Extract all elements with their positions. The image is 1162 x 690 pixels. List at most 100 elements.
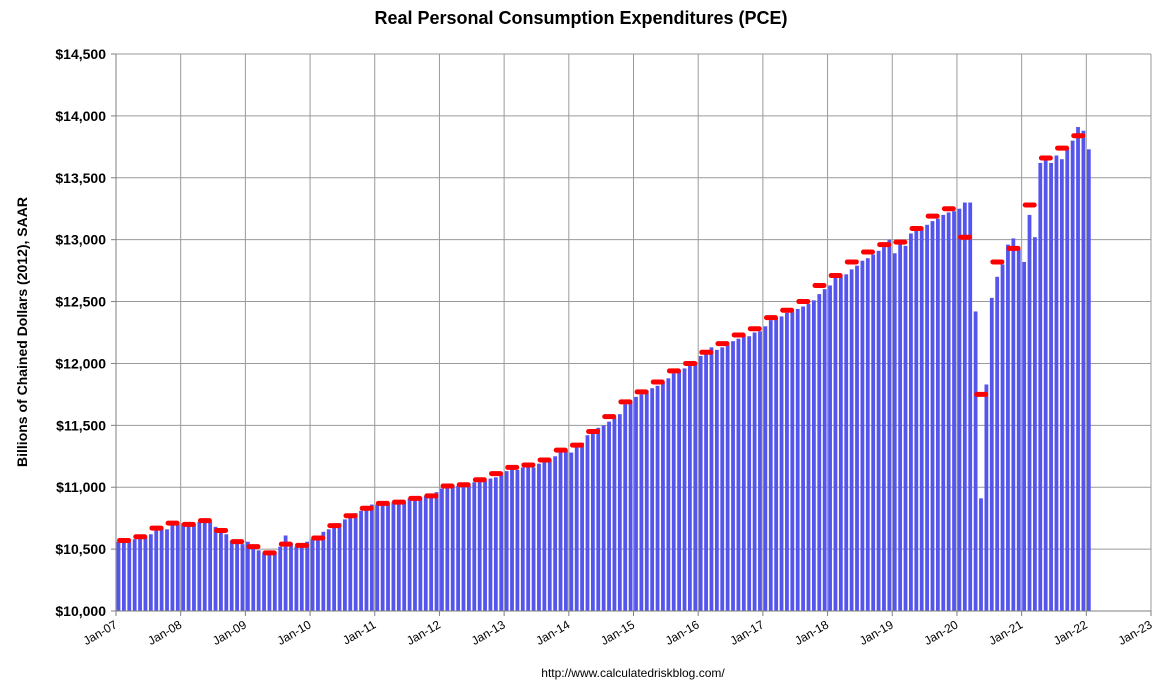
quarter-marker [456,482,471,488]
bar [1027,214,1032,611]
bar [1070,140,1075,611]
bar [267,554,272,611]
bar [477,479,482,611]
bar [369,504,374,611]
quarter-marker [133,534,148,540]
bar [596,427,601,611]
bar [450,484,455,611]
bar [235,541,239,611]
bar [202,519,207,611]
quarter-marker [941,206,956,212]
x-tick-label: Jan-08 [145,617,184,648]
bar [1049,162,1053,611]
bar [601,425,606,611]
bar [272,551,277,611]
bar [806,304,811,611]
bar [520,467,525,611]
bar [892,253,897,611]
bar [989,297,994,611]
bar [510,468,514,611]
bar [499,474,504,611]
bar [413,498,417,611]
bar [909,233,913,611]
bar [245,541,250,611]
bar [607,421,611,611]
quarter-marker [424,493,439,499]
bar [526,466,531,611]
chart-title: Real Personal Consumption Expenditures (… [374,8,788,28]
bar [429,495,434,611]
bar [116,541,121,611]
bar [1076,127,1080,611]
y-tick-label: $14,500 [55,46,106,62]
bar [644,390,649,611]
bar [709,347,714,611]
bar [359,510,363,611]
bar [402,502,407,611]
x-tick-label: Jan-17 [728,617,767,648]
bar [693,362,698,611]
bar [461,484,466,611]
bar [973,311,978,611]
bar [1033,237,1037,612]
bar [714,349,719,611]
bar [299,545,304,611]
bar [752,332,757,611]
bar [882,247,886,612]
axes [111,53,1152,616]
quarter-marker [327,523,342,529]
bar [666,378,671,611]
bar [887,239,892,611]
bar [801,306,805,611]
x-tick-label: Jan-07 [81,617,120,648]
bar [1081,130,1086,611]
quarter-marker [796,299,811,305]
bar [768,320,773,611]
bar [558,451,563,611]
gridlines [115,53,1152,612]
x-tick-label: Jan-10 [275,617,314,648]
quarter-marker [311,535,326,541]
bar [289,542,293,611]
bar [828,285,832,611]
bar [127,541,132,611]
bar [844,274,849,611]
bar [197,521,202,611]
bar [957,208,962,611]
bar [785,312,789,611]
bar [871,254,876,611]
bar [396,502,401,611]
bar [984,384,989,611]
bar [590,432,595,611]
quarter-marker [634,389,649,395]
quarter-marker [860,249,875,255]
bar [698,356,703,611]
bar [278,546,283,611]
quarter-marker [214,528,229,534]
quarter-marker [246,544,261,550]
quarter-marker [230,539,245,545]
quarter-marker [893,239,908,245]
bar [186,525,191,611]
x-tick-label: Jan-13 [469,617,508,648]
bar [504,471,509,611]
bar [731,341,735,611]
bar [860,260,865,611]
bar [224,534,229,611]
bar [962,202,967,612]
bar [148,534,153,611]
bar [617,414,622,611]
bar [747,336,752,611]
bar [229,540,234,611]
bar [817,294,822,611]
quarter-marker [440,483,455,489]
bar [121,540,126,611]
quarter-marker [731,332,746,338]
bar [310,539,315,611]
bar [1000,264,1005,611]
bar [682,368,687,611]
bar [466,485,471,611]
bar [855,265,859,611]
bar [623,404,628,611]
bar [655,385,660,611]
